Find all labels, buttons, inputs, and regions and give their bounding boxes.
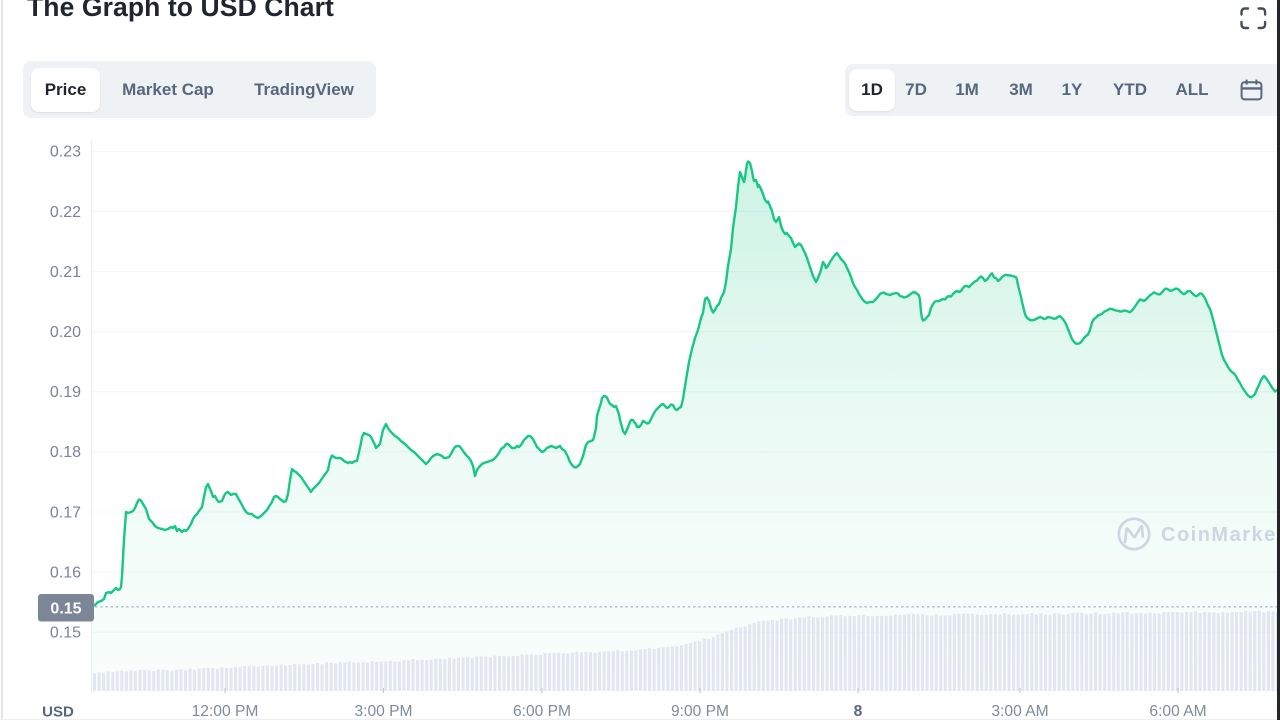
svg-text:0.21: 0.21 bbox=[50, 264, 81, 281]
svg-text:CoinMarket: CoinMarket bbox=[1161, 524, 1280, 546]
svg-text:0.18: 0.18 bbox=[50, 444, 81, 461]
svg-text:12:00 PM: 12:00 PM bbox=[192, 703, 259, 720]
svg-text:8: 8 bbox=[854, 703, 863, 720]
svg-text:9:00 PM: 9:00 PM bbox=[671, 703, 729, 720]
svg-text:USD: USD bbox=[42, 704, 74, 720]
svg-text:0.20: 0.20 bbox=[50, 324, 81, 341]
svg-text:0.22: 0.22 bbox=[50, 204, 81, 221]
svg-text:3:00 AM: 3:00 AM bbox=[991, 703, 1048, 720]
svg-text:6:00 AM: 6:00 AM bbox=[1149, 703, 1206, 720]
svg-text:3:00 PM: 3:00 PM bbox=[354, 703, 412, 720]
svg-text:0.15: 0.15 bbox=[50, 601, 81, 618]
svg-text:6:00 PM: 6:00 PM bbox=[513, 703, 571, 720]
svg-text:0.16: 0.16 bbox=[50, 564, 81, 581]
svg-text:0.19: 0.19 bbox=[50, 384, 81, 401]
svg-text:0.23: 0.23 bbox=[50, 144, 81, 161]
svg-text:0.15: 0.15 bbox=[50, 625, 81, 642]
svg-text:0.17: 0.17 bbox=[50, 504, 81, 521]
